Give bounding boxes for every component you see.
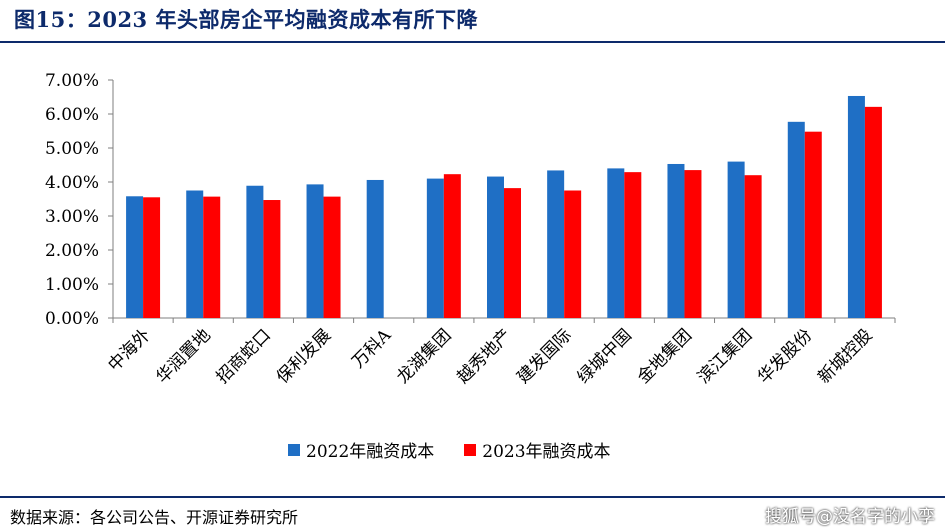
x-tick-label: 中海外 <box>104 325 154 375</box>
bar-2022 <box>487 176 504 318</box>
x-tick-label: 招商蛇口 <box>213 325 275 387</box>
title-rule <box>0 41 945 43</box>
bar-2022 <box>787 121 805 318</box>
x-tick-label: 保利发展 <box>273 325 335 387</box>
x-tick-label: 龙湖集团 <box>393 325 455 387</box>
x-tick-label: 越秀地产 <box>453 325 515 387</box>
legend-swatch-2022 <box>288 443 300 456</box>
chart-legend: 2022年融资成本 2023年融资成本 <box>288 437 611 462</box>
y-tick-label: 5.00% <box>45 139 99 159</box>
bar-2023 <box>263 200 281 318</box>
bar-2023 <box>443 174 461 318</box>
bar-2022 <box>607 168 625 318</box>
bar-2023 <box>143 197 161 318</box>
bar-2023 <box>804 131 822 318</box>
bar-2022 <box>847 95 865 318</box>
legend-item-2022: 2022年融资成本 <box>288 437 434 462</box>
bar-2022 <box>306 184 324 318</box>
bar-2022 <box>547 170 565 318</box>
chart-title: 图15：2023 年头部房企平均融资成本有所下降 <box>14 7 478 32</box>
x-tick-label: 华润置地 <box>153 325 215 387</box>
watermark: 搜狐号@没名字的小孪 <box>765 507 935 527</box>
y-tick-label: 4.00% <box>45 173 99 193</box>
x-tick-label: 新城控股 <box>814 325 876 387</box>
bar-2022 <box>246 185 264 318</box>
bar-2023 <box>684 170 702 318</box>
bar-2022 <box>667 163 685 318</box>
bar-2023 <box>564 190 582 318</box>
bar-2022 <box>186 190 204 318</box>
bar-2023 <box>504 188 521 318</box>
bar-2022 <box>126 196 144 318</box>
y-tick-label: 6.00% <box>45 105 99 125</box>
bar-2022 <box>426 178 444 318</box>
bar-2023 <box>624 172 642 318</box>
bar-2023 <box>203 196 221 318</box>
bar-2023 <box>864 106 882 318</box>
x-tick-label: 万科A <box>348 325 395 372</box>
x-tick-label: 滨江集团 <box>694 325 756 387</box>
x-tick-label: 绿城中国 <box>574 325 636 387</box>
x-tick-label: 金地集团 <box>634 325 696 387</box>
legend-item-2023: 2023年融资成本 <box>464 437 611 462</box>
bar-2022 <box>366 179 384 318</box>
legend-label-2023: 2023年融资成本 <box>482 442 611 462</box>
footer-rule <box>0 496 945 498</box>
y-tick-label: 0.00% <box>45 309 99 329</box>
x-tick-label: 建发国际 <box>513 325 575 387</box>
bar-2022 <box>727 161 745 318</box>
y-tick-label: 2.00% <box>45 241 99 261</box>
y-tick-label: 3.00% <box>45 207 99 227</box>
bar-chart: 0.00% 1.00% 2.00% 3.00% 4.00% 5.00% 6.00% 7.00%… <box>45 71 896 388</box>
x-tick-label: 华发股份 <box>754 325 816 387</box>
y-tick-label: 7.00% <box>45 71 99 91</box>
y-tick-label: 1.00% <box>45 275 99 295</box>
source-note: 数据来源：各公司公告、开源证券研究所 <box>10 508 299 527</box>
bar-2023 <box>744 175 762 318</box>
legend-swatch-2023 <box>464 443 477 456</box>
legend-label-2022: 2022年融资成本 <box>306 442 435 462</box>
bar-2023 <box>323 196 341 318</box>
